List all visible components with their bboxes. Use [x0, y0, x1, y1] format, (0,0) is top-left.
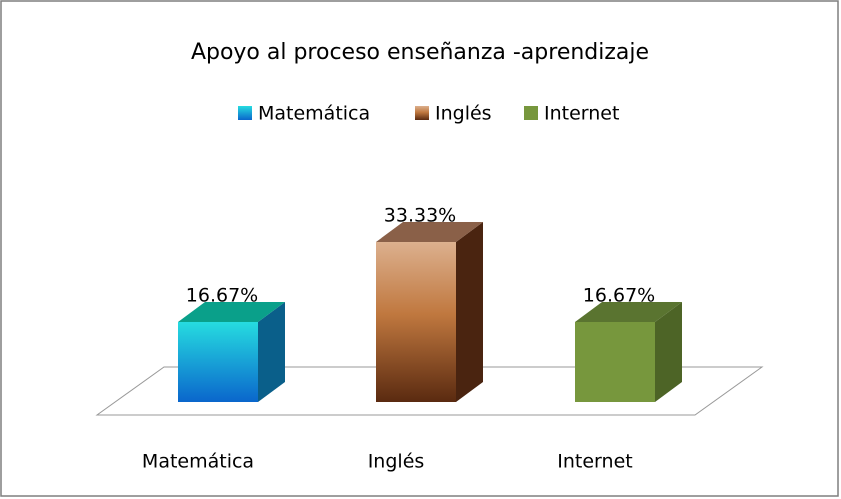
data-label: 16.67%: [186, 284, 258, 306]
bar-top: [575, 301, 682, 322]
bar: [376, 242, 456, 402]
x-tick-label: Internet: [557, 451, 632, 473]
legend-swatch: [238, 106, 252, 120]
legend-swatch: [524, 106, 538, 120]
bar-top: [178, 301, 285, 322]
legend-label: Matemática: [258, 103, 370, 125]
x-tick-label: Inglés: [368, 451, 425, 473]
data-label: 33.33%: [384, 205, 456, 227]
x-tick-label: Matemática: [142, 451, 254, 473]
legend-label: Internet: [544, 103, 619, 125]
bar-side: [456, 222, 483, 402]
bar-side: [258, 301, 285, 402]
chart-title: Apoyo al proceso enseñanza -aprendizaje: [191, 40, 649, 65]
bar: [178, 321, 258, 402]
data-label: 16.67%: [583, 284, 655, 306]
legend-swatch: [415, 106, 429, 120]
bar-top: [376, 222, 483, 243]
bar: [575, 321, 655, 402]
bar-side: [655, 301, 682, 402]
legend-label: Inglés: [435, 103, 492, 125]
